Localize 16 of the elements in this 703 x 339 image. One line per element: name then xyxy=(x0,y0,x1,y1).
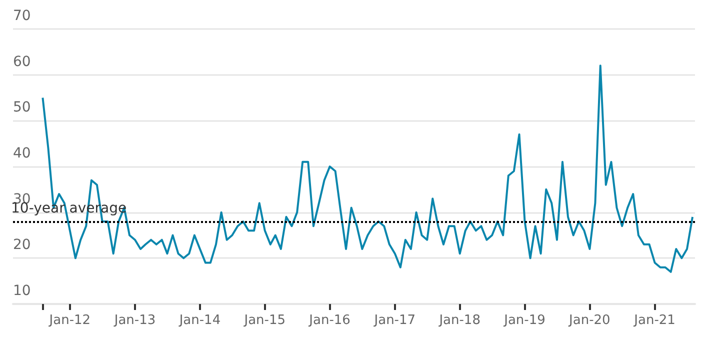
y-tick-label: 40 xyxy=(13,146,31,162)
x-tick-label: Jan-19 xyxy=(503,313,546,328)
y-tick-label: 50 xyxy=(13,100,31,116)
x-tick-label: Jan-13 xyxy=(113,313,156,328)
y-tick-label: 20 xyxy=(13,237,31,254)
y-tick-label: 60 xyxy=(13,54,31,70)
x-tick-label: Jan-18 xyxy=(438,313,480,328)
x-tick-label: Jan-14 xyxy=(178,313,221,328)
x-tick-label: Jan-15 xyxy=(243,313,286,328)
x-tick-label: Jan-16 xyxy=(308,313,350,328)
y-tick-label: 10 xyxy=(13,283,31,299)
x-tick-label: Jan-20 xyxy=(568,313,610,328)
x-tick-label: Jan-17 xyxy=(373,313,416,328)
x-tick-label: Jan-12 xyxy=(48,313,91,328)
x-tick-label: Jan-21 xyxy=(633,313,676,328)
y-tick-label: 70 xyxy=(13,8,31,24)
